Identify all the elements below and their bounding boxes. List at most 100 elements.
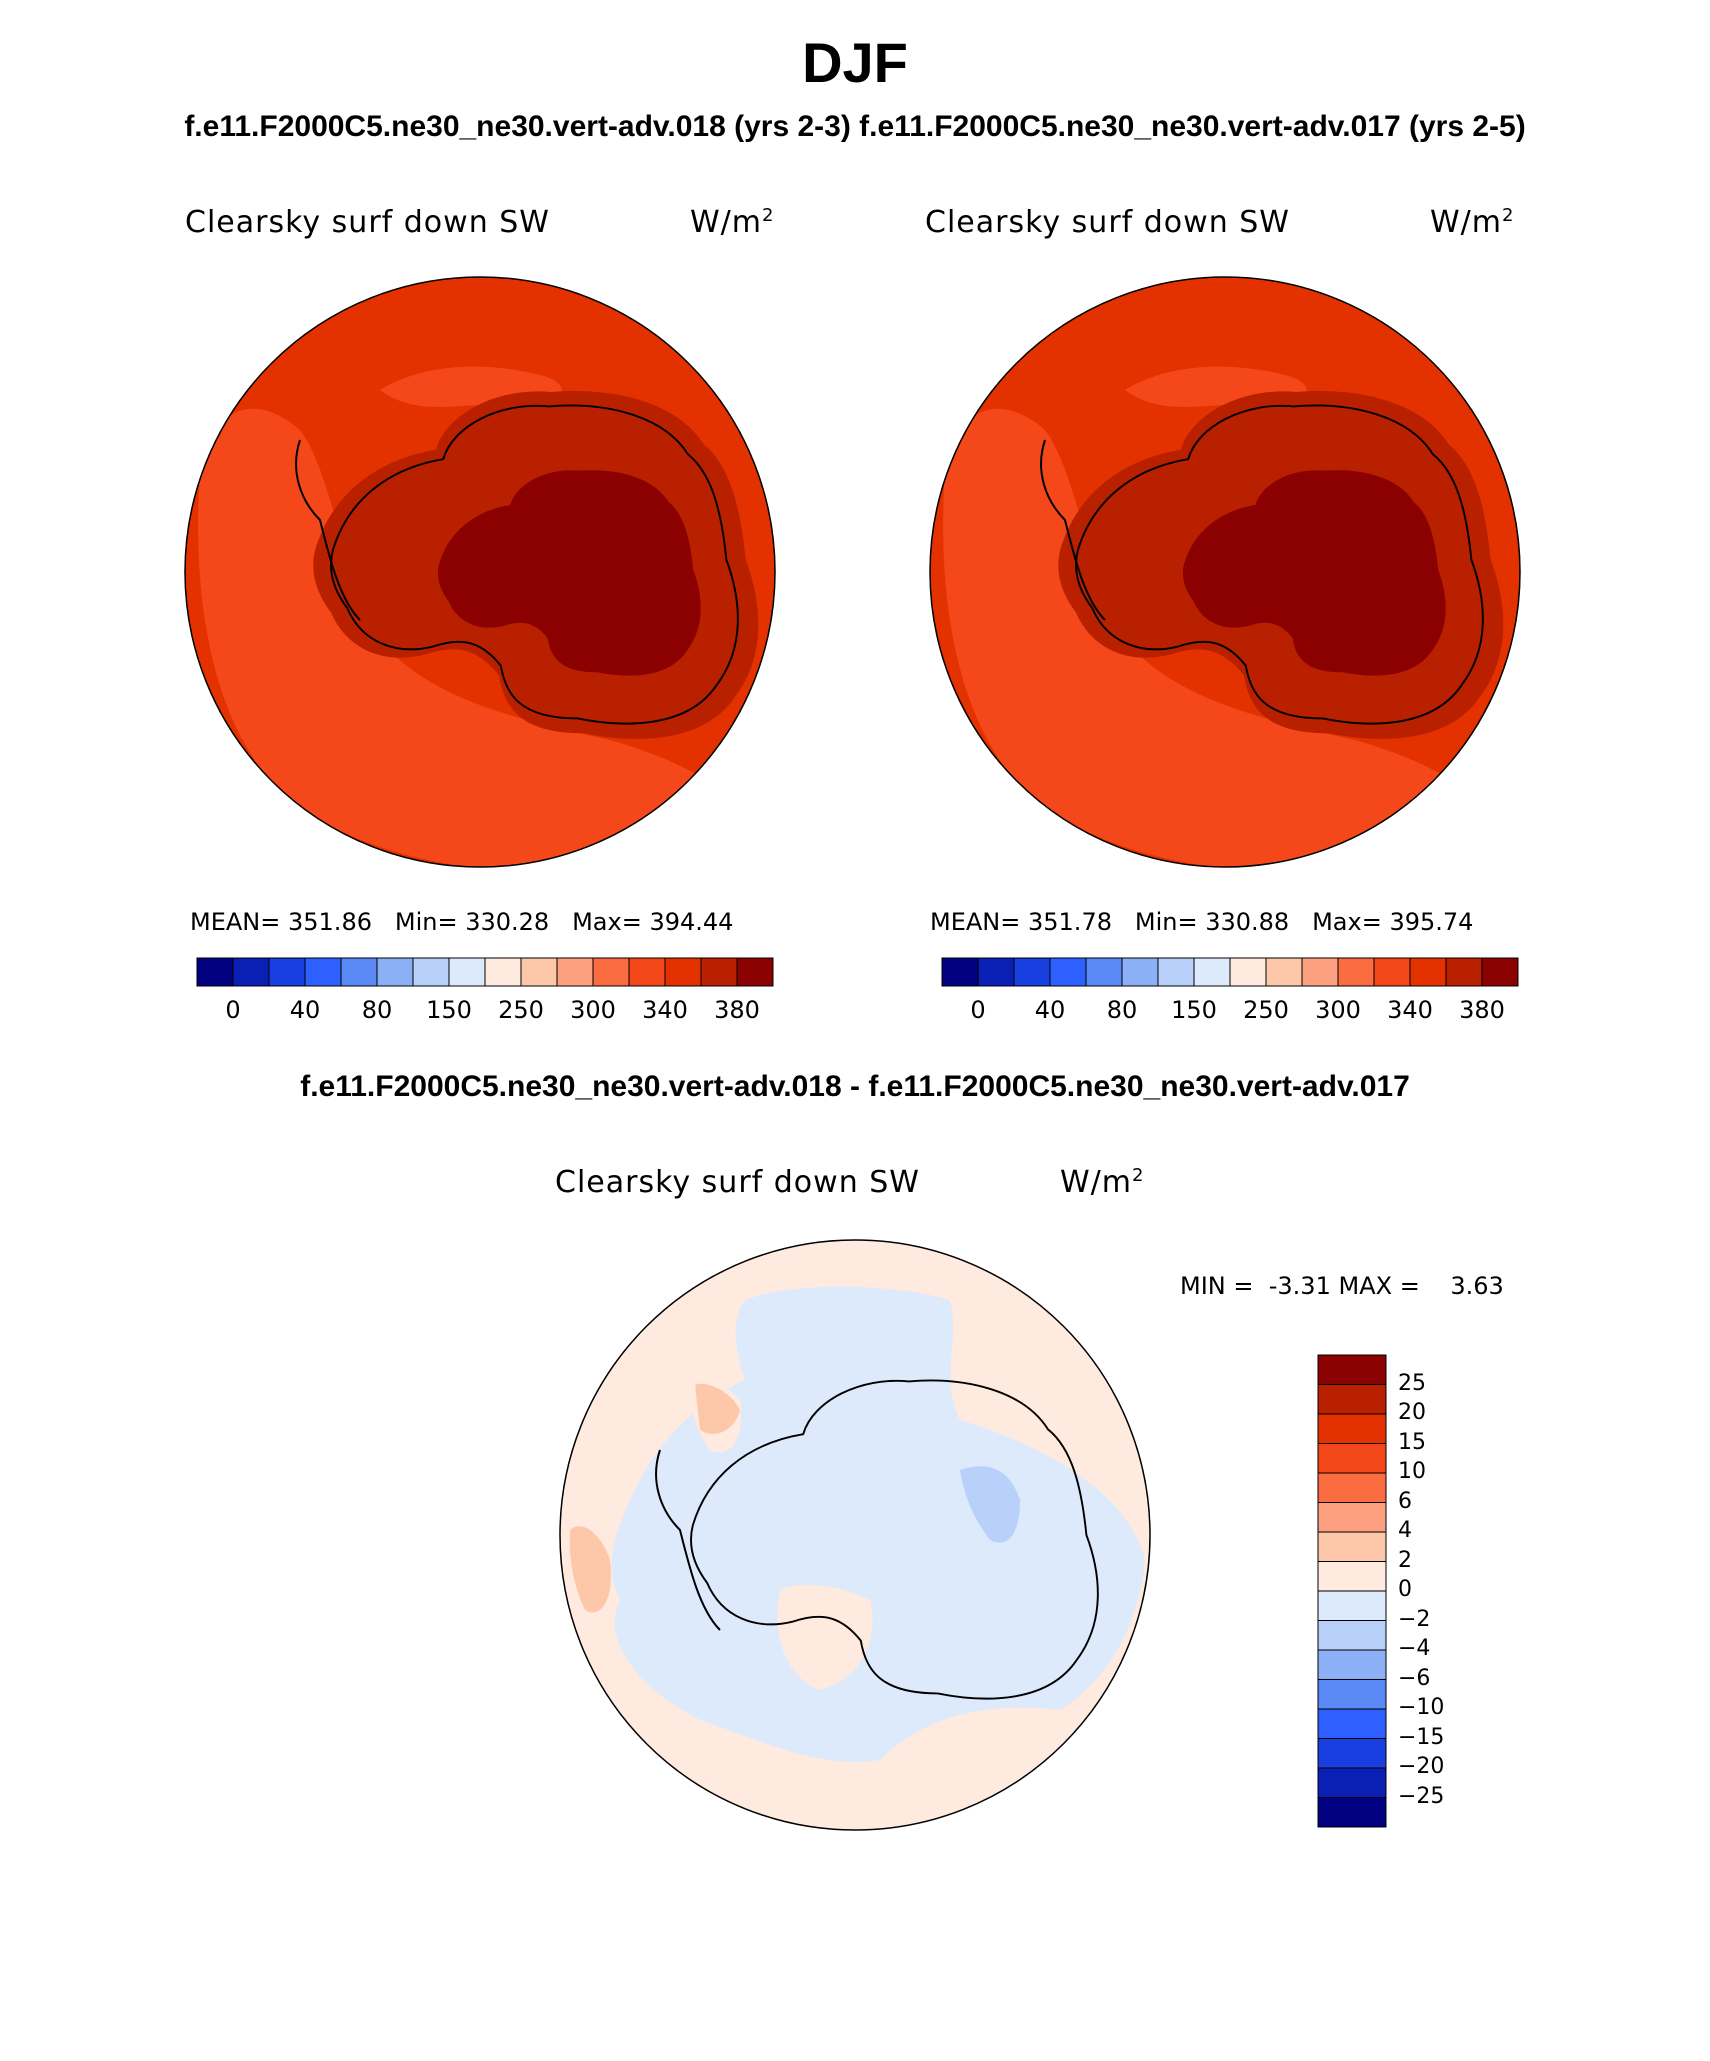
colorbar-swatch xyxy=(1317,1620,1387,1651)
colorbar-swatch xyxy=(592,957,630,987)
colorbar-tick-label: 340 xyxy=(642,996,688,1024)
colorbar-swatch xyxy=(1317,1738,1387,1769)
colorbar-swatch xyxy=(1317,1797,1387,1828)
colorbar-swatch xyxy=(1317,1561,1387,1592)
colorbar-swatch xyxy=(1317,1708,1387,1739)
colorbar-swatch xyxy=(556,957,594,987)
colorbar-swatch xyxy=(1373,957,1411,987)
colorbar-swatch xyxy=(268,957,306,987)
colorbar-swatch xyxy=(196,957,234,987)
colorbar-swatch xyxy=(1301,957,1339,987)
colorbar-swatch xyxy=(1317,1472,1387,1503)
figure-title: DJF xyxy=(802,31,908,94)
colorbar-swatch xyxy=(1265,957,1303,987)
colorbar-tick-label: 40 xyxy=(289,996,321,1024)
colorbar-swatch xyxy=(376,957,414,987)
diff-units-label: W/m2 xyxy=(1060,1165,1145,1200)
colorbar-tick-label: 2 xyxy=(1398,1547,1412,1573)
colorbar-tick-label: 20 xyxy=(1398,1400,1426,1425)
colorbar-tick-label: 25 xyxy=(1398,1370,1426,1396)
colorbar-swatch xyxy=(1317,1443,1387,1474)
colorbar-swatch xyxy=(941,957,979,987)
colorbar-swatch xyxy=(664,957,702,987)
diff-map-border xyxy=(559,1239,1151,1831)
colorbar-tick-label: 10 xyxy=(1398,1459,1426,1484)
colorbar-swatch xyxy=(340,957,378,987)
colorbar-swatch xyxy=(1409,957,1447,987)
colorbar-tick-label: 340 xyxy=(1387,996,1433,1024)
colorbar-swatch xyxy=(1317,1502,1387,1533)
colorbar-tick-label: −25 xyxy=(1398,1783,1445,1809)
colorbar-tick-label: 4 xyxy=(1398,1518,1412,1543)
panel1-map-border xyxy=(184,276,776,868)
panel1-units-label: W/m2 xyxy=(690,205,775,240)
colorbar-swatch xyxy=(1337,957,1375,987)
colorbar-tick-label: 300 xyxy=(1315,996,1361,1024)
colorbar-tick-label: 250 xyxy=(1243,996,1289,1024)
panel1-variable-label: Clearsky surf down SW xyxy=(185,205,550,240)
diff-variable-label: Clearsky surf down SW xyxy=(555,1165,920,1200)
panel1-map xyxy=(185,277,775,867)
colorbar-tick-label: −2 xyxy=(1398,1606,1431,1632)
diff-min-max: MIN = -3.31 MAX = 3.63 xyxy=(1180,1272,1504,1300)
diff-colorbar xyxy=(1317,1354,1387,1828)
colorbar-swatch xyxy=(484,957,522,987)
colorbar-swatch xyxy=(1317,1413,1387,1444)
colorbar-tick-label: 150 xyxy=(426,996,472,1024)
colorbar-swatch xyxy=(1317,1649,1387,1680)
colorbar-tick-label: −4 xyxy=(1398,1636,1431,1661)
colorbar-swatch xyxy=(1317,1354,1387,1385)
panel2-variable-label: Clearsky surf down SW xyxy=(925,205,1290,240)
colorbar-tick-label: 380 xyxy=(1459,996,1505,1024)
colorbar-swatch xyxy=(977,957,1015,987)
colorbar-swatch xyxy=(1085,957,1123,987)
colorbar-tick-label: 0 xyxy=(1398,1577,1412,1602)
colorbar-swatch xyxy=(232,957,270,987)
colorbar-swatch xyxy=(1193,957,1231,987)
panel2-units-label: W/m2 xyxy=(1430,205,1515,240)
panel1-stats: MEAN= 351.86 Min= 330.28 Max= 394.44 xyxy=(190,908,734,936)
panel2-stats: MEAN= 351.78 Min= 330.88 Max= 395.74 xyxy=(930,908,1474,936)
colorbar-swatch xyxy=(448,957,486,987)
colorbar-swatch xyxy=(1317,1590,1387,1621)
colorbar-swatch xyxy=(304,957,342,987)
colorbar-tick-label: −6 xyxy=(1398,1665,1431,1691)
colorbar-tick-label: 0 xyxy=(225,996,241,1024)
colorbar-swatch xyxy=(1445,957,1483,987)
colorbar-tick-label: 80 xyxy=(1106,996,1138,1024)
diff-map xyxy=(560,1240,1150,1830)
colorbar-swatch xyxy=(1121,957,1159,987)
colorbar-swatch xyxy=(1049,957,1087,987)
colorbar-tick-label: 150 xyxy=(1171,996,1217,1024)
colorbar-swatch xyxy=(1317,1384,1387,1415)
panel2-map-border xyxy=(929,276,1521,868)
colorbar-swatch xyxy=(1013,957,1051,987)
diff-subtitle: f.e11.F2000C5.ne30_ne30.vert-adv.018 - f… xyxy=(300,1070,1410,1103)
colorbar-tick-label: 40 xyxy=(1034,996,1066,1024)
panel2-map xyxy=(930,277,1520,867)
colorbar-tick-label: −15 xyxy=(1398,1724,1445,1750)
colorbar-tick-label: 300 xyxy=(570,996,616,1024)
cases-subtitle: f.e11.F2000C5.ne30_ne30.vert-adv.018 (yr… xyxy=(184,110,1526,143)
colorbar-swatch xyxy=(736,957,774,987)
colorbar-tick-label: 6 xyxy=(1398,1488,1412,1514)
colorbar-tick-label: 80 xyxy=(361,996,393,1024)
colorbar-swatch xyxy=(520,957,558,987)
colorbar-swatch xyxy=(1317,1531,1387,1562)
colorbar-swatch xyxy=(700,957,738,987)
colorbar-swatch xyxy=(1229,957,1267,987)
colorbar-tick-label: −20 xyxy=(1398,1754,1445,1779)
colorbar-tick-label: 380 xyxy=(714,996,760,1024)
colorbar-swatch xyxy=(412,957,450,987)
colorbar-swatch xyxy=(1157,957,1195,987)
colorbar-tick-label: −10 xyxy=(1398,1695,1445,1720)
colorbar-swatch xyxy=(1317,1767,1387,1798)
colorbar-tick-label: 250 xyxy=(498,996,544,1024)
colorbar-tick-label: 15 xyxy=(1398,1429,1426,1455)
colorbar-swatch xyxy=(1481,957,1519,987)
panel1-colorbar xyxy=(196,957,774,987)
colorbar-swatch xyxy=(628,957,666,987)
panel2-colorbar xyxy=(941,957,1519,987)
colorbar-swatch xyxy=(1317,1679,1387,1710)
